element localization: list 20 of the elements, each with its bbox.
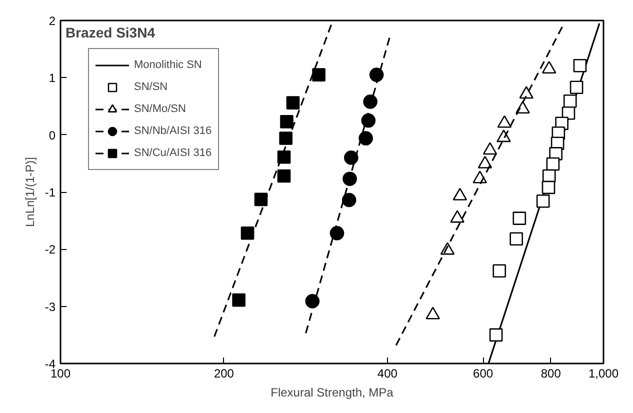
x-tick-label: 800 — [540, 366, 562, 380]
legend-label: SN/SN — [134, 81, 168, 93]
x-tick-label: 100 — [50, 366, 71, 380]
legend-label: SN/Cu/AISI 316 — [134, 147, 212, 159]
x-tick-label: 600 — [473, 366, 494, 380]
chart-title: Brazed Si3N4 — [66, 24, 156, 40]
x-tick-label: 1,000 — [588, 366, 619, 380]
y-tick-label: 0 — [48, 128, 56, 142]
x-tick-label: 400 — [377, 366, 398, 380]
y-tick-label: -3 — [44, 300, 56, 314]
y-tick-label: 1 — [48, 71, 56, 86]
legend-label: SN/Mo/SN — [134, 103, 186, 115]
y-tick-label: -1 — [44, 186, 56, 200]
x-tick-label: 200 — [214, 366, 234, 380]
y-tick-label: 2 — [48, 14, 56, 28]
y-axis-title: LnLn[1/(1-P)] — [22, 156, 37, 228]
x-axis-title: Flexural Strength, MPa — [270, 386, 394, 400]
y-tick-label: -2 — [44, 242, 56, 257]
legend-label: SN/Nb/AISI 316 — [134, 125, 212, 137]
legend-label: Monolithic SN — [134, 59, 202, 71]
